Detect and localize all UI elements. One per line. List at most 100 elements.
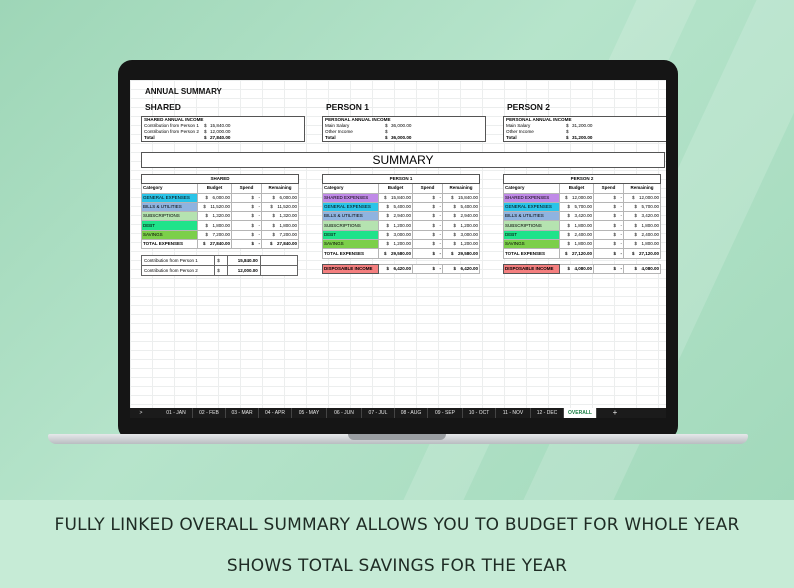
contribution-amount[interactable]: 15,840.00 — [227, 255, 261, 266]
budget-cell[interactable]: $1,800.00 — [559, 239, 594, 250]
spend-cell[interactable]: $ - — [231, 229, 262, 241]
spend-cell[interactable]: $ - — [231, 211, 262, 222]
remaining-cell[interactable]: $15,840.00 — [441, 192, 481, 203]
total-spend-cell[interactable]: $ - — [412, 248, 443, 259]
remaining-cell[interactable]: $11,520.00 — [260, 201, 300, 213]
spend-cell[interactable]: $ - — [231, 201, 262, 213]
spend-cell[interactable]: $ - — [412, 229, 443, 241]
sheet-tab-09-sep[interactable]: 09 - SEP — [428, 408, 463, 418]
category-cell[interactable]: GENERAL EXPENSES — [141, 192, 198, 203]
budget-cell[interactable]: $1,200.00 — [378, 220, 413, 231]
total-remaining-cell[interactable]: $29,580.00 — [441, 248, 481, 259]
remaining-cell[interactable]: $5,700.00 — [622, 201, 662, 213]
add-sheet-icon[interactable]: + — [612, 408, 618, 417]
disposable-remaining-cell[interactable]: $6,420.00 — [442, 263, 480, 275]
sheet-tab-12-dec[interactable]: 12 - DEC — [531, 408, 564, 418]
spend-cell[interactable]: $ - — [412, 220, 443, 231]
budget-cell[interactable]: $3,000.00 — [378, 229, 413, 241]
total-spend-cell[interactable]: $ - — [593, 248, 624, 259]
income-amount[interactable]: 15,840.00 — [210, 123, 231, 128]
remaining-cell[interactable]: $1,800.00 — [622, 239, 662, 250]
category-cell[interactable]: BILLS & UTILITIES — [141, 201, 198, 213]
budget-cell[interactable]: $2,400.00 — [559, 229, 594, 241]
sheet-tab-11-nov[interactable]: 11 - NOV — [496, 408, 531, 418]
budget-cell[interactable]: $12,000.00 — [559, 192, 594, 203]
category-cell[interactable]: SUBSCRIPTIONS — [322, 220, 379, 231]
disposable-spend-cell[interactable]: $ - — [412, 263, 443, 275]
spend-cell[interactable]: $ - — [593, 201, 624, 213]
remaining-cell[interactable]: $2,400.00 — [622, 229, 662, 241]
total-remaining-cell[interactable]: $27,840.00 — [260, 239, 300, 250]
total-remaining-cell[interactable]: $27,120.00 — [622, 248, 662, 259]
budget-cell[interactable]: $1,800.00 — [197, 220, 232, 231]
spend-cell[interactable]: $ - — [593, 229, 624, 241]
income-amount[interactable]: 27,840.00 — [210, 135, 231, 140]
sheet-tab-07-jul[interactable]: 07 - JUL — [362, 408, 395, 418]
spend-cell[interactable]: $ - — [593, 192, 624, 203]
disposable-amount-cell[interactable]: $4,080.00 — [559, 263, 594, 275]
budget-cell[interactable]: $1,200.00 — [378, 239, 413, 250]
budget-cell[interactable]: $7,200.00 — [197, 229, 232, 241]
spend-cell[interactable]: $ - — [412, 192, 443, 203]
spend-cell[interactable]: $ - — [412, 211, 443, 222]
spend-cell[interactable]: $ - — [231, 220, 262, 231]
sheet-nav-arrow-icon[interactable]: > — [139, 410, 143, 416]
budget-cell[interactable]: $5,400.00 — [378, 201, 413, 213]
spend-cell[interactable]: $ - — [412, 239, 443, 250]
income-amount[interactable]: 36,000.00 — [391, 123, 412, 128]
remaining-cell[interactable]: $3,000.00 — [441, 229, 481, 241]
budget-cell[interactable]: $15,840.00 — [378, 192, 413, 203]
remaining-cell[interactable]: $5,400.00 — [441, 201, 481, 213]
remaining-cell[interactable]: $1,200.00 — [441, 239, 481, 250]
budget-cell[interactable]: $1,800.00 — [559, 220, 594, 231]
remaining-cell[interactable]: $1,320.00 — [260, 211, 300, 222]
category-cell[interactable]: BILLS & UTILITIES — [503, 211, 560, 222]
sheet-tab-10-oct[interactable]: 10 - OCT — [463, 408, 496, 418]
sheet-tab-06-jun[interactable]: 06 - JUN — [327, 408, 362, 418]
remaining-cell[interactable]: $1,800.00 — [260, 220, 300, 231]
total-budget-cell[interactable]: $27,840.00 — [197, 239, 232, 250]
spend-cell[interactable]: $ - — [593, 220, 624, 231]
income-amount[interactable]: 12,000.00 — [210, 129, 231, 134]
income-amount[interactable]: 31,200.00 — [572, 123, 593, 128]
remaining-cell[interactable]: $1,200.00 — [441, 220, 481, 231]
category-cell[interactable]: DEBT — [141, 220, 198, 231]
sheet-tab-08-aug[interactable]: 08 - AUG — [395, 408, 428, 418]
category-cell[interactable]: GENERAL EXPENSES — [503, 201, 560, 213]
remaining-cell[interactable]: $3,420.00 — [622, 211, 662, 222]
contribution-amount[interactable]: 12,000.00 — [227, 265, 261, 276]
category-cell[interactable]: SHARED EXPENSES — [322, 192, 379, 203]
disposable-spend-cell[interactable]: $ - — [593, 263, 624, 275]
total-budget-cell[interactable]: $27,120.00 — [559, 248, 594, 259]
remaining-cell[interactable]: $1,800.00 — [622, 220, 662, 231]
category-cell[interactable]: SAVINGS — [503, 239, 560, 250]
income-amount[interactable]: 36,000.00 — [391, 135, 412, 140]
budget-cell[interactable]: $3,420.00 — [559, 211, 594, 222]
category-cell[interactable]: GENERAL EXPENSES — [322, 201, 379, 213]
disposable-amount-cell[interactable]: $6,420.00 — [378, 263, 413, 275]
sheet-tab-01-jan[interactable]: 01 - JAN — [160, 408, 193, 418]
sheet-tab-05-may[interactable]: 05 - MAY — [292, 408, 327, 418]
disposable-remaining-cell[interactable]: $4,080.00 — [623, 263, 661, 275]
category-cell[interactable]: SUBSCRIPTIONS — [503, 220, 560, 231]
budget-cell[interactable]: $1,320.00 — [197, 211, 232, 222]
income-amount[interactable]: 31,200.00 — [572, 135, 593, 140]
spend-cell[interactable]: $ - — [593, 239, 624, 250]
sheet-tab-03-mar[interactable]: 03 - MAR — [226, 408, 259, 418]
remaining-cell[interactable]: $6,000.00 — [260, 192, 300, 203]
category-cell[interactable]: DEBT — [322, 229, 379, 241]
sheet-tab-02-feb[interactable]: 02 - FEB — [193, 408, 226, 418]
spend-cell[interactable]: $ - — [412, 201, 443, 213]
remaining-cell[interactable]: $2,940.00 — [441, 211, 481, 222]
category-cell[interactable]: SHARED EXPENSES — [503, 192, 560, 203]
empty-cell[interactable] — [259, 255, 299, 266]
budget-cell[interactable]: $5,700.00 — [559, 201, 594, 213]
sheet-tab-overall[interactable]: OVERALL — [564, 408, 597, 418]
category-cell[interactable]: BILLS & UTILITIES — [322, 211, 379, 222]
category-cell[interactable]: SAVINGS — [141, 229, 198, 241]
category-cell[interactable]: SUBSCRIPTIONS — [141, 211, 198, 222]
category-cell[interactable]: SAVINGS — [322, 239, 379, 250]
total-spend-cell[interactable]: $ - — [231, 239, 262, 250]
budget-cell[interactable]: $2,940.00 — [378, 211, 413, 222]
budget-cell[interactable]: $6,000.00 — [197, 192, 232, 203]
